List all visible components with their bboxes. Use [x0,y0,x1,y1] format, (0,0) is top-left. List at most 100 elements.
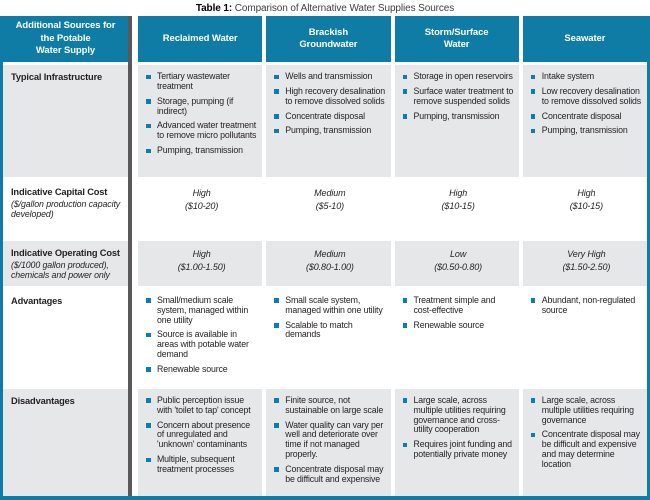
bullet-text: Water quality can vary per well and dete… [285,419,384,460]
bullet-square-icon [146,398,151,403]
bullet-text: Large scale, across multiple utilities r… [413,394,506,435]
bullet-item: Storage, pumping (if indirect) [146,96,257,117]
data-cell: Tertiary wastewater treatment Storage, pu… [138,65,263,177]
bullet-text: Pumping, transmission [541,125,628,136]
bullet-square-icon [530,114,536,119]
bullet-item: Concentrate disposal [530,110,642,122]
bullet-item: Surface water treatment to remove suspen… [402,86,514,107]
bullet-square-icon [146,367,151,372]
data-cell: Finite source, not sustainable on large … [266,388,391,496]
bullet-item: Renewable source [146,363,257,375]
header-divider-gap [128,16,138,62]
bullet-item: Water quality can vary per well and dete… [274,419,385,460]
bullet-item: Small/medium scale system, managed withi… [146,294,257,326]
bullet-square-icon [530,128,536,134]
bullet-item: Intake system [530,71,642,82]
cost-range: ($5-10) [315,200,345,211]
bullet-text: Source is available in areas with potabl… [157,329,249,360]
bullet-square-icon [402,114,407,119]
bullet-item: Advanced water treatment to remove micro… [146,120,257,141]
bullet-text: Requires joint funding and potentially p… [413,439,512,460]
bullet-square-icon [274,423,279,428]
bullet-square-icon [530,432,536,438]
bullet-item: High recovery desalination to remove dis… [274,85,386,107]
data-cell: Medium ($0.80-1.00) [266,241,391,286]
data-cell: Intake system Low recovery desalination t… [522,65,647,177]
cost-level: Medium [314,188,346,198]
cost-range: ($0.50-0.80) [434,261,483,272]
bullet-item: Requires joint funding and potentially p… [402,439,514,460]
table-row: Indicative Operating Cost ($/1000 gallon … [3,241,647,286]
bullet-text: Small/medium scale system, managed withi… [157,294,249,325]
bullet-item: Large scale, across multiple utilities r… [530,394,642,426]
cost-range: ($10-15) [441,200,475,211]
data-cell: High ($10-15) [394,180,519,238]
bullet-item: Concentrate disposal [274,111,385,122]
cost-level: High [577,188,596,198]
bullet-square-icon [274,467,279,472]
data-cell: Abundant, non-regulated source [522,288,647,386]
bullet-item: Pumping, transmission [530,125,642,136]
cost-level: High [449,188,468,198]
data-cell: Large scale, across multiple utilities r… [522,388,647,496]
cost-level: Very High [567,249,606,259]
bullet-square-icon [274,89,279,94]
bullet-text: High recovery desalination to remove dis… [285,85,386,106]
table-body: Typical Infrastructure Tertiary wastewate… [3,65,647,496]
bullet-item: Multiple, subsequent treatment processes [146,454,257,475]
data-cell: High ($10-15) [522,180,647,238]
row-sublabel: ($/1000 gallon produced), chemicals and … [11,259,110,280]
bullet-square-icon [274,398,279,403]
bullet-square-icon [274,74,279,79]
bullet-square-icon [402,89,407,94]
data-cell: Storage in open reservoirs Surface water … [394,65,519,177]
bullet-text: Concentrate disposal may be difficult an… [285,463,384,484]
bullet-square-icon [402,323,407,328]
table-row: Disadvantages Public perception issue wit… [3,388,647,496]
cost-level: Medium [314,249,346,259]
bullet-text: Pumping, transmission [157,145,243,156]
bullet-square-icon [530,298,536,303]
bullet-square-icon [146,423,151,428]
bullet-square-icon [146,74,151,79]
row-label: Typical Infrastructure [11,72,103,82]
bullet-square-icon [146,99,151,104]
bullet-square-icon [274,114,279,119]
bullet-text: Public perception issue with 'toilet to … [157,394,251,415]
row-label-cell: Indicative Capital Cost ($/gallon product… [3,180,128,238]
bullet-square-icon [274,298,279,303]
row-label-cell: Advantages [3,288,128,386]
bullet-item: Wells and transmission [274,71,385,82]
bullet-item: Renewable source [402,319,514,331]
data-cell: Medium ($5-10) [266,180,391,238]
bullet-item: Low recovery desalination to remove diss… [530,86,642,107]
bullet-item: Concentrate disposal may be difficult an… [274,463,385,485]
header-reclaimed-water: Reclaimed Water [138,16,263,62]
bullet-text: Renewable source [413,319,485,330]
cost-range: ($10-15) [569,200,603,211]
data-cell: High ($10-20) [138,180,263,238]
bullet-text: Finite source, not sustainable on large … [285,394,384,415]
bullet-item: Scalable to match demands [274,320,385,341]
bullet-text: Concentrate disposal may be difficult an… [541,429,640,469]
bullet-text: Abundant, non-regulated source [541,294,636,315]
data-cell: Treatment simple and cost-effective Renew… [394,288,519,386]
bullet-item: Pumping, transmission [274,125,385,136]
row-label-cell: Indicative Operating Cost ($/1000 gallon … [3,241,128,286]
bullet-square-icon [402,74,407,79]
bullet-item: Treatment simple and cost-effective [402,295,514,316]
row-label: Indicative Capital Cost [11,187,108,197]
cost-range: ($1.00-1.50) [177,261,226,272]
bullet-square-icon [530,89,536,94]
bullet-text: Concern about presence of unregulated an… [157,419,251,450]
bullet-text: Renewable source [157,363,228,374]
row-label: Disadvantages [11,395,75,406]
cost-range: ($1.50-2.50) [562,261,611,272]
bullet-text: Pumping, transmission [285,125,372,136]
row-label: Indicative Operating Cost [11,248,120,258]
table-header-row: Additional Sources for the Potable Water… [3,16,647,62]
bullet-text: Concentrate disposal [541,110,622,121]
bullet-text: Large scale, across multiple utilities r… [541,394,634,425]
table-caption-text: Comparison of Alternative Water Supplies… [234,3,455,14]
bullet-square-icon [146,332,151,338]
